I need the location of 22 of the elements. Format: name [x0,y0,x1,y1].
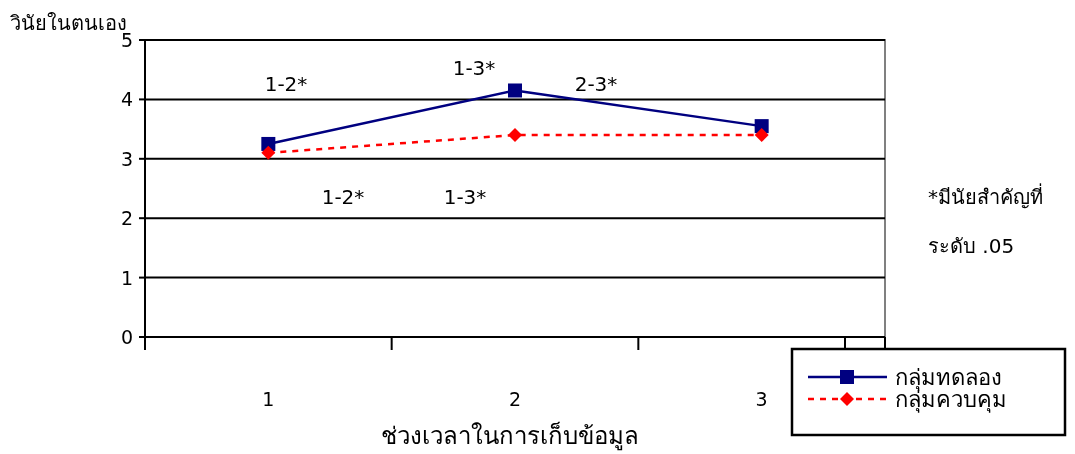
annotation: 1-3* [443,185,487,209]
x-tick-label: 3 [755,388,768,410]
annotation: 1-2* [321,185,365,209]
y-tick-label: 1 [120,266,133,289]
point [508,128,522,143]
y-tick-label: 3 [120,147,133,170]
y-tick-label: 5 [120,29,133,51]
annotation: 1-2* [264,72,308,96]
annotation: 1-3* [452,56,496,80]
point [508,83,522,98]
annotation: 2-3* [574,72,618,96]
y-tick-label: 0 [120,326,133,348]
point [261,145,276,160]
x-tick-label: 2 [508,388,522,410]
x-axis-title: ช่วงเวลาในการเก็บข้อมูล [381,421,639,451]
text: *มีนัยสำคัญที่ [928,183,1043,209]
text: ระดับ .05 [928,234,1015,258]
y-tick-label: 4 [120,88,133,111]
point [754,128,769,143]
y-tick-label: 2 [120,207,133,230]
legend-label: กลุ่มทดลอง [895,365,1002,391]
x-tick-label: 1 [262,388,275,410]
